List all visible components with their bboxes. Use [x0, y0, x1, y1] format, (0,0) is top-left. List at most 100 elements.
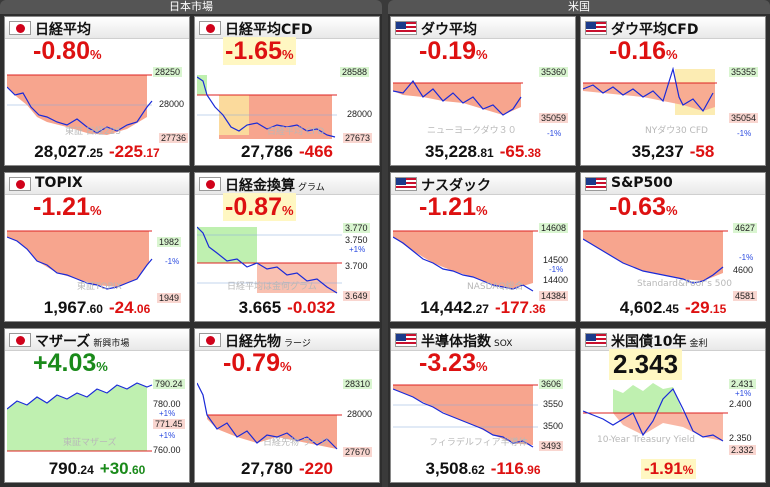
panel-topix[interactable]: TOPIX -1.21% 1982 -1% 1949 東証TOPIX 1,967…: [4, 172, 190, 322]
mini-chart: 28250 28000 27736 東証 日経225: [7, 67, 189, 145]
japan-flag-icon: [9, 333, 31, 347]
change-percent: -0.16%: [609, 37, 678, 65]
mini-chart: 3606 3550 3500 3493 フィラデルフィア半導体: [393, 379, 573, 457]
tick-note: -1%: [547, 129, 562, 138]
us-flag-icon: [585, 21, 607, 35]
price-row: 3,508.62 -116.96: [425, 459, 541, 478]
japan-flag-icon: [199, 333, 221, 347]
panel-gold[interactable]: 日経金換算 グラム -0.87% 3.770 3.750 +1% 3.700 3.…: [194, 172, 380, 322]
tick-note: -1%: [739, 253, 754, 262]
tick-low: 3493: [539, 441, 564, 451]
watermark: NYダウ30 CFD: [645, 126, 708, 136]
panel-title: マザーズ 新興市場: [35, 334, 130, 350]
tick-note-2: +1%: [159, 431, 176, 440]
tick-high: 28588: [340, 67, 370, 77]
panel-mothers[interactable]: マザーズ 新興市場 +4.03% 790.24 780.00 +1% 771.45…: [4, 328, 190, 483]
tick-high: 790.24: [153, 379, 185, 389]
tick-low: 4581: [733, 291, 758, 301]
tick-high: 14608: [539, 223, 569, 233]
us-market-header: 米国: [388, 0, 770, 14]
change-percent: -1.21%: [419, 193, 488, 221]
change-percent: -1.65%: [223, 37, 296, 65]
change-percent: -0.87%: [223, 193, 296, 221]
panel-title: 半導体指数 SOX: [421, 334, 513, 350]
panel-sox[interactable]: 半導体指数 SOX -3.23% 3606 3550 3500 3493 フィラデ…: [390, 328, 576, 483]
panel-title: ナスダック: [421, 178, 491, 194]
tick-2: 771.45: [153, 419, 185, 429]
watermark: ニューヨークダウ３０: [427, 126, 517, 136]
panel-nikkei-futures[interactable]: 日経先物 ラージ -0.79% 28310 28000 27670 日経先物 ラー…: [194, 328, 380, 483]
price-row: 1,967.60 -24.06: [43, 298, 151, 317]
mini-chart: 14608 14500 -1% 14400 14384 NASDAQ総合: [393, 223, 573, 301]
tick-note: +1%: [349, 245, 366, 254]
change-percent: -1.91%: [641, 459, 697, 479]
price-row: 28,027.25 -225.17: [34, 142, 160, 161]
panel-us-10y-bond[interactable]: 米国債10年 金利 2.343 2.431 +1% 2.400 2.350 2.3…: [580, 328, 766, 483]
tick-mid: 28000: [347, 409, 373, 419]
panel-title: S&P500: [611, 175, 673, 191]
change-percent: -3.23%: [419, 349, 488, 377]
us-flag-icon: [585, 333, 607, 347]
yield-value: 2.343: [609, 349, 683, 380]
panel-nasdaq[interactable]: ナスダック -1.21% 14608 14500 -1% 14400 14384…: [390, 172, 576, 322]
watermark: 東証マザーズ: [63, 438, 117, 448]
panel-title: 日経平均: [35, 22, 91, 38]
tick-low: 2.332: [729, 445, 756, 455]
watermark: 東証 日経225: [65, 127, 122, 137]
tick-mid: 28000: [347, 109, 373, 119]
tick-2: 3.700: [345, 261, 368, 271]
tick-high: 3606: [539, 379, 564, 389]
us-flag-icon: [395, 21, 417, 35]
tick-1: 3.750: [345, 235, 368, 245]
panel-sp500[interactable]: S&P500 -0.63% 4627 -1% 4600 4581 Standar…: [580, 172, 766, 322]
tick-high: 2.431: [729, 379, 756, 389]
tick-low: 3.649: [343, 291, 370, 301]
panel-title: 米国債10年 金利: [611, 334, 708, 350]
tick-2: 3500: [543, 421, 564, 431]
panel-title: ダウ平均CFD: [611, 22, 699, 38]
mini-chart: 790.24 780.00 +1% 771.45 +1% 760.00 東証マザ…: [7, 379, 187, 457]
watermark: 東証TOPIX: [77, 282, 122, 292]
mini-chart: 2.431 +1% 2.400 2.350 2.332 10-Year Trea…: [583, 379, 763, 457]
watermark: フィラデルフィア半導体: [429, 438, 528, 448]
us-flag-icon: [395, 177, 417, 191]
change-percent: -1.21%: [33, 193, 102, 221]
tick-low: 27670: [343, 447, 373, 457]
tick-low: 27736: [159, 133, 189, 143]
panel-title: 日経先物 ラージ: [225, 334, 311, 350]
panel-dow[interactable]: ダウ平均 -0.19% 35360 35059 -1% ニューヨークダウ３０ 3…: [390, 16, 576, 166]
tick-low: 760.00: [153, 445, 181, 455]
us-flag-icon: [395, 333, 417, 347]
tick-high: 1982: [157, 237, 182, 247]
tick-low: 27673: [343, 133, 373, 143]
tick-note: +1%: [735, 389, 752, 398]
tick-low: 35059: [539, 113, 569, 123]
tick-mid: 28000: [159, 99, 185, 109]
panel-title: 日経平均CFD: [225, 22, 313, 38]
tick-2: 14400: [543, 275, 569, 285]
mini-chart: 1982 -1% 1949 東証TOPIX: [7, 223, 187, 303]
panel-dow-cfd[interactable]: ダウ平均CFD -0.16% 35355 35054 -1% NYダウ30 CF…: [580, 16, 766, 166]
price-row: 3.665 -0.032: [238, 298, 336, 317]
tick-high: 35360: [539, 67, 569, 77]
panel-nikkei[interactable]: 日経平均 -0.80% 28250 28000 27736 東証 日経225 2…: [4, 16, 190, 166]
price-row: 14,442.27 -177.36: [420, 298, 546, 317]
tick-high: 4627: [733, 223, 758, 233]
tick-low: 1949: [157, 293, 182, 303]
tick-mid: 4600: [733, 265, 754, 275]
price-row: 35,228.81 -65.38: [425, 142, 541, 161]
change-percent: -0.63%: [609, 193, 678, 221]
panel-nikkei-cfd[interactable]: 日経平均CFD -1.65% 28588 28000 27673 日経平均 CF…: [194, 16, 380, 166]
watermark: 日経平均 CFD: [267, 127, 325, 137]
mini-chart: 3.770 3.750 +1% 3.700 3.649 日経平均は金何グラム: [197, 223, 377, 301]
tick-low: 35054: [729, 113, 759, 123]
tick-note: -1%: [737, 129, 752, 138]
mini-chart: 35360 35059 -1% ニューヨークダウ３０: [393, 67, 573, 145]
japan-market-header: 日本市場: [0, 0, 382, 14]
panel-title: TOPIX: [35, 175, 83, 191]
price-row: 35,237 -58: [631, 142, 715, 161]
tick-high: 28250: [153, 67, 183, 77]
watermark: 10-Year Treasury Yield: [597, 435, 695, 445]
watermark: 日経先物 ラージ: [263, 438, 329, 448]
price-row: 27,786 -466: [240, 142, 334, 161]
